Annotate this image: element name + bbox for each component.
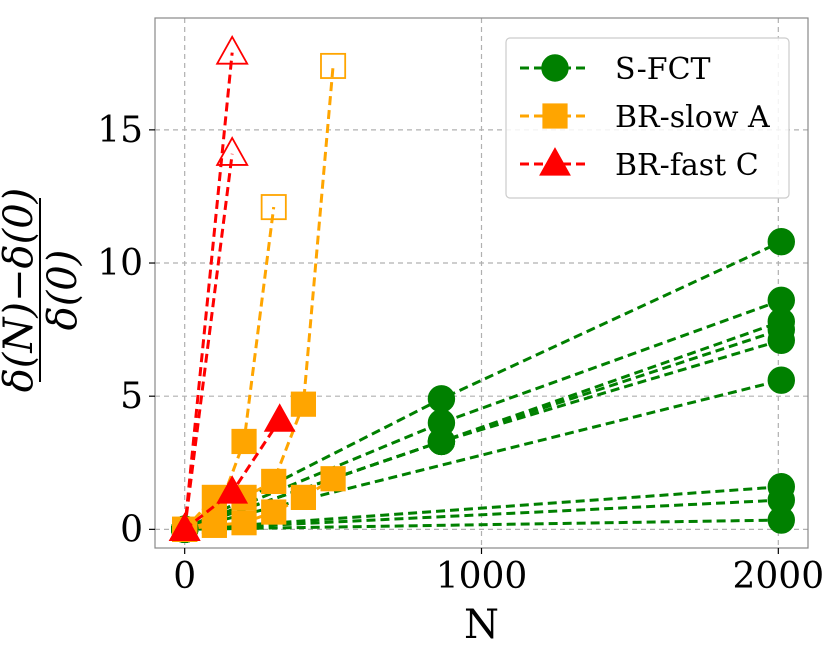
axis-ticks: 0 1000 2000 0 5 10 15 bbox=[97, 110, 824, 597]
legend-marker bbox=[541, 54, 569, 82]
data-point bbox=[261, 468, 287, 495]
data-point bbox=[216, 475, 249, 504]
data-point bbox=[767, 326, 795, 354]
series-line bbox=[183, 153, 234, 530]
data-point bbox=[427, 427, 456, 456]
y-axis-label-denominator: δ(0) bbox=[40, 250, 86, 331]
y-tick-label: 0 bbox=[120, 509, 143, 550]
data-point bbox=[231, 428, 257, 455]
series-layer bbox=[168, 34, 795, 544]
data-point bbox=[320, 466, 346, 492]
legend-label: BR-fast C bbox=[615, 148, 759, 183]
x-tick-label: 1000 bbox=[436, 556, 528, 597]
y-axis-label-numerator: δ(N)−δ(0) bbox=[0, 188, 42, 393]
legend-marker bbox=[539, 147, 571, 176]
legend-entry: S-FCT bbox=[520, 52, 711, 87]
data-point bbox=[320, 52, 347, 79]
series-br-fast-c bbox=[168, 136, 249, 541]
data-point bbox=[215, 136, 249, 166]
data-point bbox=[261, 499, 287, 525]
legend-label: S-FCT bbox=[615, 52, 711, 87]
legend-box bbox=[505, 37, 790, 199]
data-point bbox=[231, 510, 257, 536]
series-br-fast-c bbox=[168, 403, 296, 541]
data-point bbox=[290, 391, 317, 417]
data-point bbox=[260, 194, 287, 221]
legend-label: BR-slow A bbox=[615, 100, 770, 135]
series-br-slow-a bbox=[172, 52, 347, 542]
y-axis-label: δ(N)−δ(0) δ(0) bbox=[0, 188, 86, 393]
data-point bbox=[215, 34, 249, 65]
series-line bbox=[183, 52, 234, 530]
legend-entry: BR-fast C bbox=[520, 147, 759, 183]
legend-marker bbox=[542, 103, 568, 129]
data-point bbox=[767, 228, 795, 256]
data-point bbox=[201, 512, 227, 538]
series-line bbox=[184, 518, 782, 531]
data-point bbox=[290, 484, 317, 510]
grid bbox=[155, 18, 808, 548]
data-point bbox=[427, 385, 456, 413]
y-tick-label: 5 bbox=[120, 376, 143, 417]
y-tick-label: 15 bbox=[97, 110, 143, 151]
data-point bbox=[767, 366, 795, 394]
data-point bbox=[263, 403, 296, 432]
legend: S-FCT BR-slow A BR-fast C bbox=[505, 37, 790, 199]
legend-entry: BR-slow A bbox=[520, 100, 770, 135]
x-tick-label: 2000 bbox=[733, 556, 825, 597]
x-axis-label: N bbox=[464, 602, 499, 648]
data-point bbox=[168, 512, 201, 541]
data-point bbox=[767, 506, 795, 534]
y-tick-label: 10 bbox=[97, 243, 143, 284]
x-tick-label: 0 bbox=[173, 556, 196, 597]
